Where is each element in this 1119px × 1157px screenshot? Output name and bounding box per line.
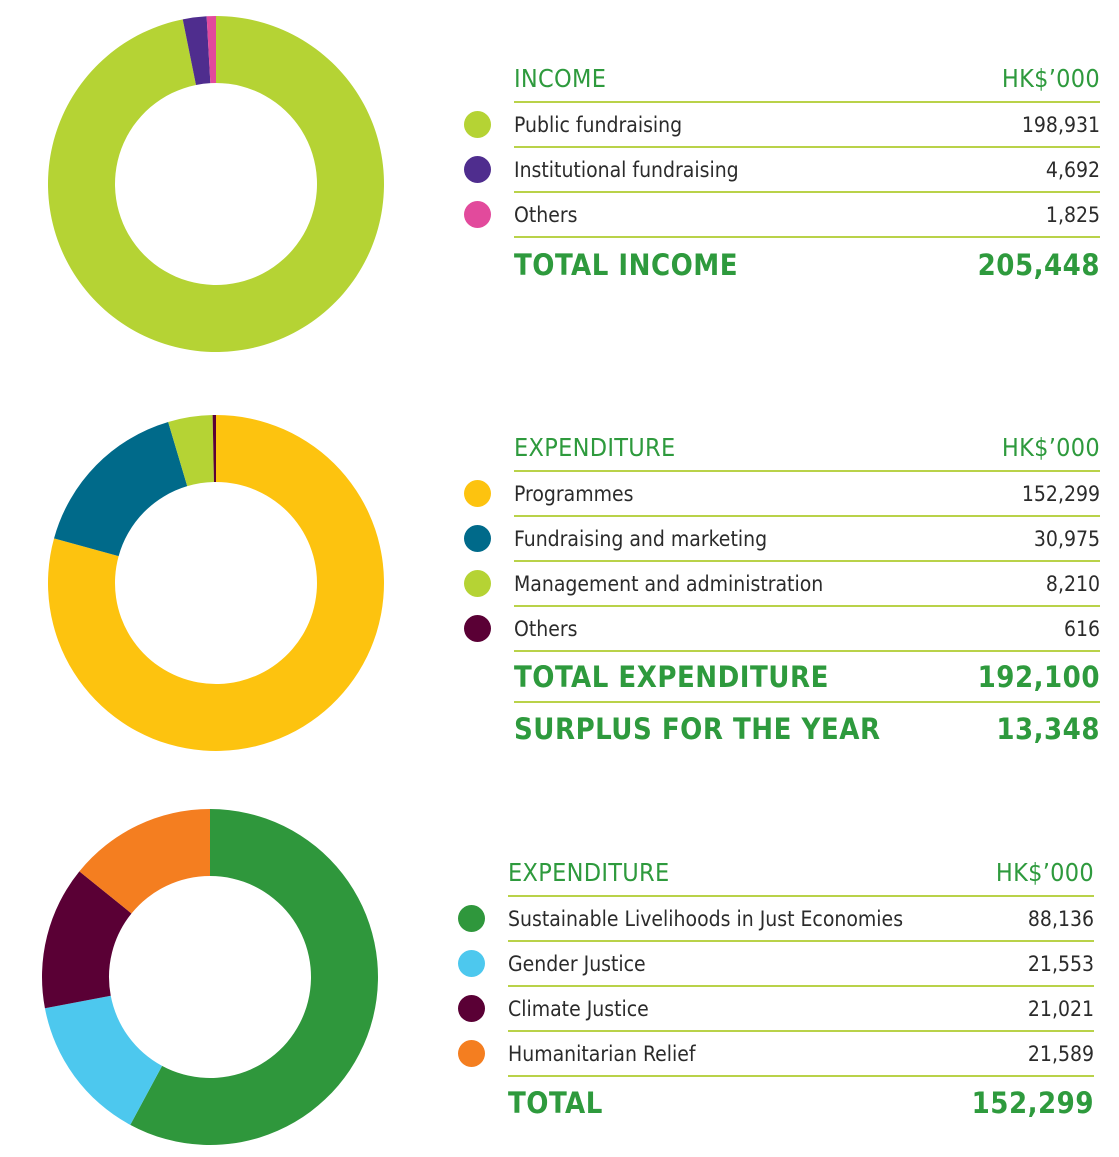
programme-expenditure-donut-chart: [40, 807, 380, 1147]
expenditure-donut-chart: [46, 413, 386, 753]
donut-slice-programmes: [47, 415, 384, 751]
row-label: Humanitarian Relief: [508, 1041, 696, 1066]
total-income-row: TOTAL INCOME 205,448: [514, 238, 1100, 292]
total-expenditure-row: TOTAL EXPENDITURE 192,100: [514, 652, 1100, 703]
expenditure-table: EXPENDITURE HK$’000 Programmes 152,299 F…: [464, 425, 1100, 755]
row-label: Institutional fundraising: [514, 157, 739, 182]
legend-dot-icon: [458, 905, 485, 932]
legend-dot-icon: [464, 525, 491, 552]
expenditure-table-header: EXPENDITURE HK$’000: [514, 425, 1100, 472]
row-value: 30,975: [1033, 526, 1100, 551]
row-label: Sustainable Livelihoods in Just Economie…: [508, 906, 904, 931]
total-value: 205,448: [977, 248, 1100, 282]
total-value: 152,299: [971, 1086, 1094, 1120]
surplus-label: SURPLUS FOR THE YEAR: [514, 712, 881, 746]
expenditure-header-label: EXPENDITURE: [514, 433, 676, 462]
income-table: INCOME HK$’000 Public fundraising 198,93…: [464, 56, 1100, 292]
table-row: Others 616: [464, 607, 1100, 652]
table-row: Fundraising and marketing 30,975: [464, 517, 1100, 562]
row-value: 88,136: [1027, 906, 1094, 931]
donut-slice-climate-justice: [42, 871, 132, 1009]
programme-header-unit: HK$’000: [995, 858, 1094, 887]
row-value: 198,931: [1021, 112, 1100, 137]
table-row: Public fundraising 198,931: [464, 103, 1100, 148]
legend-dot-icon: [464, 111, 491, 138]
table-row: Climate Justice 21,021: [458, 987, 1094, 1032]
programme-header-label: EXPENDITURE: [508, 858, 670, 887]
donut-slice-institutional-fundraising: [182, 16, 211, 85]
donut-slice-gender-justice: [44, 995, 163, 1125]
programme-expenditure-donut-svg: [42, 809, 378, 1145]
row-value: 8,210: [1045, 571, 1100, 596]
row-value: 21,589: [1027, 1041, 1094, 1066]
table-row: Management and administration 8,210: [464, 562, 1100, 607]
row-value: 152,299: [1021, 481, 1100, 506]
legend-dot-icon: [464, 570, 491, 597]
legend-dot-icon: [464, 615, 491, 642]
row-label: Others: [514, 202, 578, 227]
donut-slice-fundraising-and-marketing: [54, 421, 188, 557]
row-value: 21,021: [1027, 996, 1094, 1021]
table-row: Others 1,825: [464, 193, 1100, 238]
donut-slice-humanitarian-relief: [79, 809, 210, 914]
legend-dot-icon: [464, 480, 491, 507]
legend-dot-icon: [464, 156, 491, 183]
donut-slice-public-fundraising: [47, 16, 384, 353]
programme-expenditure-table: EXPENDITURE HK$’000 Sustainable Liveliho…: [458, 850, 1094, 1129]
surplus-value: 13,348: [996, 712, 1100, 746]
row-label: Public fundraising: [514, 112, 683, 137]
expenditure-header-unit: HK$’000: [1001, 433, 1100, 462]
expenditure-donut-svg: [47, 415, 384, 751]
row-label: Climate Justice: [508, 996, 649, 1021]
row-value: 1,825: [1045, 202, 1100, 227]
table-row: Humanitarian Relief 21,589: [458, 1032, 1094, 1077]
income-header-unit: HK$’000: [1001, 64, 1100, 93]
total-label: TOTAL: [508, 1086, 603, 1120]
legend-dot-icon: [458, 1040, 485, 1067]
row-label: Programmes: [514, 481, 634, 506]
income-donut-svg: [47, 16, 384, 353]
row-value: 4,692: [1045, 157, 1100, 182]
table-row: Institutional fundraising 4,692: [464, 148, 1100, 193]
income-donut-chart: [46, 14, 386, 354]
table-row: Sustainable Livelihoods in Just Economie…: [458, 897, 1094, 942]
programme-table-header: EXPENDITURE HK$’000: [508, 850, 1094, 897]
row-label: Fundraising and marketing: [514, 526, 768, 551]
surplus-row: SURPLUS FOR THE YEAR 13,348: [514, 703, 1100, 755]
table-row: Gender Justice 21,553: [458, 942, 1094, 987]
programme-total-row: TOTAL 152,299: [508, 1077, 1094, 1129]
total-value: 192,100: [977, 659, 1100, 694]
total-label: TOTAL INCOME: [514, 248, 739, 282]
donut-slice-others: [212, 415, 216, 483]
table-row: Programmes 152,299: [464, 472, 1100, 517]
row-label: Gender Justice: [508, 951, 646, 976]
legend-dot-icon: [464, 201, 491, 228]
row-value: 616: [1063, 616, 1100, 641]
donut-slice-others: [206, 16, 216, 84]
donut-slice-management-and-administration: [168, 415, 214, 487]
row-label: Others: [514, 616, 578, 641]
row-value: 21,553: [1027, 951, 1094, 976]
total-label: TOTAL EXPENDITURE: [514, 659, 829, 694]
income-table-header: INCOME HK$’000: [514, 56, 1100, 103]
income-header-label: INCOME: [514, 64, 607, 93]
donut-slice-sustainable-livelihoods-in-just-economies: [130, 809, 378, 1145]
row-label: Management and administration: [514, 571, 824, 596]
legend-dot-icon: [458, 995, 485, 1022]
legend-dot-icon: [458, 950, 485, 977]
